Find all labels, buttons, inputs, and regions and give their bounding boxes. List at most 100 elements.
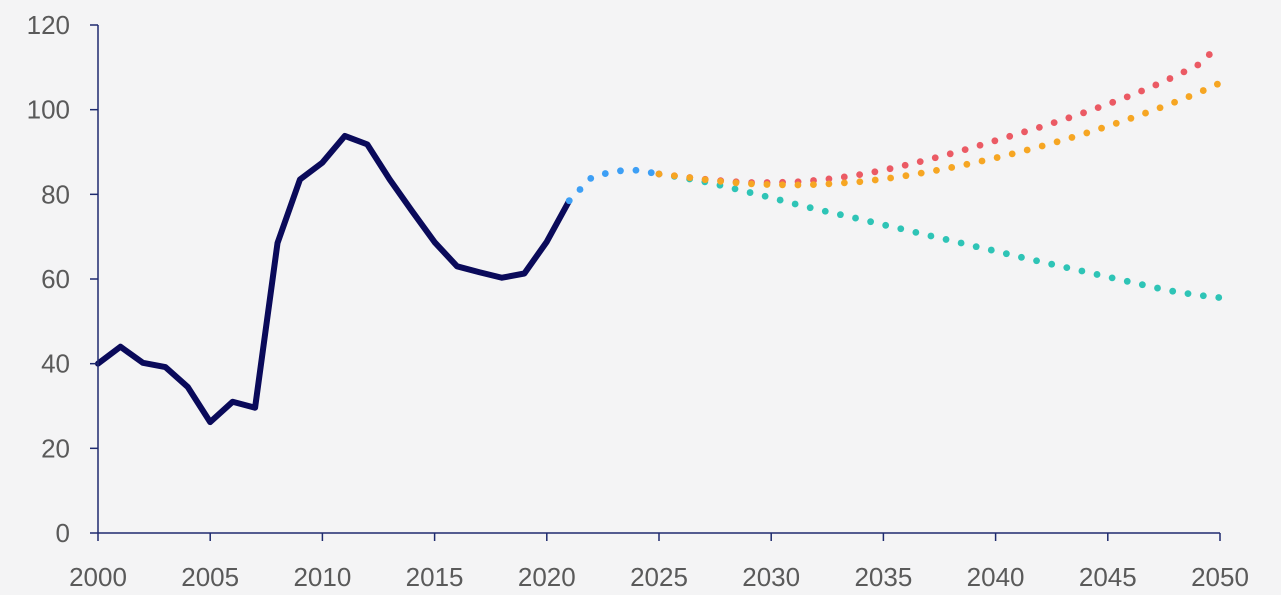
x-tick-label: 2045 xyxy=(1079,562,1137,590)
series-point-4 xyxy=(655,170,663,178)
series-point-3 xyxy=(840,173,848,181)
series-point-3 xyxy=(1123,93,1131,101)
series-point-2 xyxy=(1093,271,1101,278)
series-point-1 xyxy=(601,170,609,177)
series-point-4 xyxy=(856,178,864,186)
series-point-3 xyxy=(991,137,999,145)
series-point-3 xyxy=(856,171,864,179)
series-point-4 xyxy=(1156,104,1164,112)
series-point-3 xyxy=(1152,81,1160,89)
series-point-2 xyxy=(957,239,965,247)
series-point-4 xyxy=(1008,150,1016,158)
series-point-1 xyxy=(617,167,624,175)
series-point-4 xyxy=(963,160,971,168)
series-point-2 xyxy=(912,228,920,236)
series-point-2 xyxy=(761,192,769,200)
series-point-3 xyxy=(1021,128,1028,136)
y-tick-label: 100 xyxy=(27,95,70,125)
series-point-4 xyxy=(810,181,817,189)
series-point-2 xyxy=(927,232,935,240)
series-point-2 xyxy=(1002,250,1010,258)
series-point-4 xyxy=(840,179,848,187)
series-point-4 xyxy=(1023,146,1031,154)
series-point-2 xyxy=(867,218,874,226)
series-point-4 xyxy=(763,181,771,188)
series-point-3 xyxy=(976,141,984,149)
x-tick-label: 2000 xyxy=(69,562,127,590)
series-point-3 xyxy=(901,161,909,169)
x-tick-label: 2020 xyxy=(518,562,576,590)
series-point-4 xyxy=(717,178,724,185)
series-point-2 xyxy=(852,214,859,222)
series-point-2 xyxy=(1138,281,1146,289)
series-point-3 xyxy=(1035,123,1043,131)
series-point-4 xyxy=(1171,98,1178,106)
series-point-4 xyxy=(902,172,910,180)
series-point-4 xyxy=(1112,119,1120,127)
x-tick-label: 2040 xyxy=(967,562,1025,590)
series-point-2 xyxy=(1108,274,1116,282)
series-dots-1 xyxy=(565,166,655,205)
series-point-2 xyxy=(837,211,844,219)
series-point-4 xyxy=(1098,124,1105,132)
series-point-4 xyxy=(871,176,879,184)
series-point-4 xyxy=(794,181,802,189)
series-point-2 xyxy=(1184,290,1192,298)
series-point-4 xyxy=(1199,87,1207,94)
series-point-3 xyxy=(1180,68,1188,76)
y-tick-label: 40 xyxy=(41,349,70,379)
series-point-1 xyxy=(587,174,595,182)
series-point-4 xyxy=(948,164,956,171)
series-point-4 xyxy=(1083,129,1091,137)
series-point-1 xyxy=(565,197,573,205)
series-point-4 xyxy=(779,181,786,189)
series-point-4 xyxy=(917,169,925,177)
series-point-4 xyxy=(671,172,678,180)
x-tick-label: 2050 xyxy=(1191,562,1249,590)
series-point-3 xyxy=(1138,87,1145,95)
series-point-4 xyxy=(1038,142,1046,150)
series-point-2 xyxy=(1018,253,1025,261)
series-dots-2 xyxy=(655,170,1223,301)
series-point-2 xyxy=(731,185,739,193)
y-tick-label: 80 xyxy=(41,179,70,209)
series-point-2 xyxy=(972,243,980,251)
series-point-4 xyxy=(978,157,986,165)
series-point-1 xyxy=(576,186,584,193)
series-point-4 xyxy=(825,180,833,188)
series-point-4 xyxy=(993,154,1001,161)
series-point-4 xyxy=(701,176,709,184)
y-tick-label: 20 xyxy=(41,433,70,463)
series-point-2 xyxy=(942,236,950,243)
series-dots-4 xyxy=(655,80,1221,189)
series-point-4 xyxy=(732,179,740,187)
series-point-2 xyxy=(1033,257,1040,265)
series-layer xyxy=(95,51,1223,426)
x-tick-label: 2030 xyxy=(742,562,800,590)
series-point-4 xyxy=(1142,109,1149,117)
series-point-1 xyxy=(647,169,655,177)
series-point-2 xyxy=(1215,294,1223,301)
series-point-3 xyxy=(1205,51,1213,58)
series-point-4 xyxy=(1068,134,1076,141)
series-point-3 xyxy=(931,154,939,162)
series-point-4 xyxy=(1185,93,1193,100)
series-point-4 xyxy=(1127,114,1135,122)
x-tick-label: 2025 xyxy=(630,562,688,590)
series-point-2 xyxy=(746,189,754,196)
series-point-3 xyxy=(1050,119,1058,127)
series-point-2 xyxy=(987,246,995,254)
series-point-3 xyxy=(825,175,833,183)
series-point-2 xyxy=(1063,264,1071,271)
series-point-2 xyxy=(897,225,905,233)
series-point-3 xyxy=(1080,109,1087,117)
series-point-3 xyxy=(1109,98,1117,106)
series-point-3 xyxy=(1006,132,1014,140)
series-point-2 xyxy=(1199,292,1207,300)
series-point-4 xyxy=(748,180,755,188)
series-point-3 xyxy=(886,165,894,173)
series-point-3 xyxy=(1094,104,1102,112)
x-tick-label: 2010 xyxy=(293,562,351,590)
